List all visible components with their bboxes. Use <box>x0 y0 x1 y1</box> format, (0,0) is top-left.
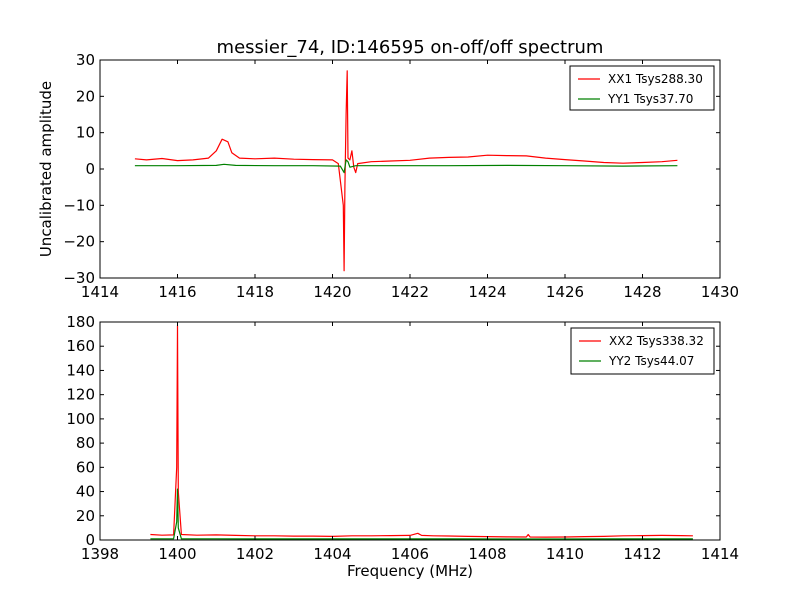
x-tick-label: 1426 <box>546 283 584 301</box>
x-tick-label: 1402 <box>236 545 274 563</box>
y-tick-label: 140 <box>66 361 95 379</box>
y-tick-label: 20 <box>76 87 95 105</box>
x-tick-label: 1400 <box>158 545 196 563</box>
y-tick-label: 160 <box>66 337 95 355</box>
legend-label: YY1 Tsys37.70 <box>607 92 693 106</box>
x-tick-label: 1418 <box>236 283 274 301</box>
y-tick-label: 60 <box>76 458 95 476</box>
legend-label: YY2 Tsys44.07 <box>608 354 694 368</box>
y-tick-label: 120 <box>66 386 95 404</box>
legend <box>569 65 715 111</box>
x-tick-label: 1424 <box>468 283 506 301</box>
bottom-panel: 1398 1400 1402 1404 1406 1408 1410 1412 14141801… <box>66 313 739 580</box>
y-axis-label: Uncalibrated amplitude <box>37 81 55 257</box>
y-tick-label: −20 <box>63 233 95 251</box>
x-tick-label: 1398 <box>81 545 119 563</box>
y-tick-label: 10 <box>76 124 95 142</box>
x-tick-label: 1414 <box>701 545 739 563</box>
x-tick-label: 1412 <box>623 545 661 563</box>
series-line-1-1 <box>150 488 693 540</box>
y-tick-label: −30 <box>63 269 95 287</box>
x-tick-label: 1414 <box>81 283 119 301</box>
x-tick-label: 1416 <box>158 283 196 301</box>
x-tick-label: 1406 <box>391 545 429 563</box>
x-tick-label: 1430 <box>701 283 739 301</box>
y-tick-label: 0 <box>85 160 95 178</box>
legend <box>570 327 715 375</box>
x-tick-label: 1428 <box>623 283 661 301</box>
x-tick-label: 1410 <box>546 545 584 563</box>
y-tick-label: 30 <box>76 51 95 69</box>
y-tick-label: 180 <box>66 313 95 331</box>
series-line-0-1 <box>134 159 678 174</box>
x-tick-label: 1408 <box>468 545 506 563</box>
legend-label: XX2 Tsys338.32 <box>609 334 704 348</box>
legend-label: XX1 Tsys288.30 <box>608 72 703 86</box>
top-panel: 1414 1416 1418 1420 1422 1424 1426 1428 1430 30 20… <box>37 51 739 301</box>
x-tick-label: 1420 <box>313 283 351 301</box>
y-tick-label: 80 <box>76 434 95 452</box>
series-line-1-0 <box>150 325 693 538</box>
y-tick-label: 0 <box>85 531 95 549</box>
x-axis-label: Frequency (MHz) <box>347 562 473 580</box>
series-line-0-0 <box>134 70 678 272</box>
x-tick-label: 1404 <box>313 545 351 563</box>
y-tick-label: 100 <box>66 410 95 428</box>
y-tick-label: 20 <box>76 507 95 525</box>
x-tick-label: 1422 <box>391 283 429 301</box>
y-tick-label: −10 <box>63 196 95 214</box>
chart-title: messier_74, ID:146595 on-off/off spectru… <box>217 37 604 58</box>
y-tick-label: 40 <box>76 483 95 501</box>
